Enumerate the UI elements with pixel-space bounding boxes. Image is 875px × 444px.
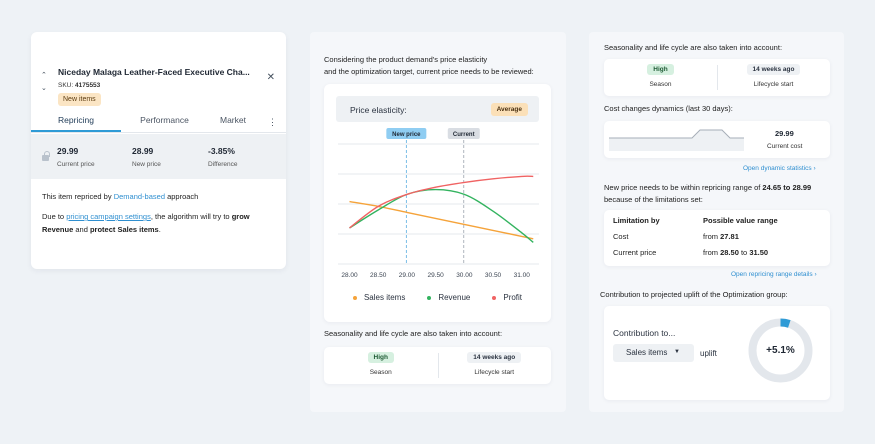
tab-repricing[interactable]: Repricing (31, 115, 121, 132)
series-revenue (349, 188, 534, 243)
series-sales-items (349, 200, 534, 240)
product-title: Niceday Malaga Leather-Faced Executive C… (58, 67, 250, 77)
legend-dot (427, 295, 432, 300)
cost-title: Cost changes dynamics (last 30 days): (604, 104, 733, 113)
elasticity-chart: New price Current 28.00 28.50 29.00 29.50 30.0… (338, 128, 539, 279)
limitations-table: Limitation by Possible value range Cost … (604, 210, 830, 266)
season-card: High Season 14 weeks ago Lifecycle start (604, 59, 830, 96)
season-card: High Season 14 weeks ago Lifecycle start (324, 347, 551, 384)
close-icon[interactable]: ✕ (266, 72, 275, 83)
donut-segment (748, 318, 813, 383)
x-tick-label: 29.50 (427, 272, 444, 279)
new-price: 28.99 New price (132, 146, 161, 168)
product-card: ⌃ ⌄ Niceday Malaga Leather-Faced Executi… (31, 32, 286, 269)
current-price-label-bg (447, 128, 480, 139)
campaign-text: Due to pricing campaign settings, the al… (42, 212, 250, 234)
contribution-title: Contribution to projected uplift of the … (600, 290, 788, 299)
price-summary: 29.99 Current price 28.99 New price -3.8… (31, 134, 286, 179)
product-sku: SKU: 4175553 (58, 82, 101, 89)
value-range-header: Possible value range (703, 216, 778, 225)
current-cost-value: 29.99 (775, 129, 794, 138)
series-profit (349, 175, 534, 229)
elasticity-panel: Considering the product demand's price e… (310, 32, 566, 412)
current-price-label: Current (453, 132, 475, 138)
x-tick-label: 31.00 (514, 272, 531, 279)
legend-label: Profit (503, 293, 523, 302)
lifecycle-badge: 14 weeks ago (467, 352, 522, 363)
product-tabs: Repricing Performance Market ⋮ (31, 115, 286, 133)
tab-market[interactable]: Market (220, 115, 246, 125)
caret-down-icon: ▼ (674, 349, 680, 355)
legend-item: Profit (492, 293, 522, 302)
repricing-range-text: New price needs to be within repricing r… (604, 183, 812, 204)
divider (437, 353, 439, 378)
tab-performance[interactable]: Performance (140, 115, 189, 125)
product-header: ⌃ ⌄ Niceday Malaga Leather-Faced Executi… (31, 32, 286, 110)
contribution-donut (748, 318, 813, 383)
legend-dot (492, 295, 497, 300)
open-repricing-range-link[interactable]: Open repricing range details › (731, 271, 817, 278)
price-difference: -3.85% Difference (208, 146, 238, 168)
limit-cost-range: from 27.81 (703, 232, 739, 241)
chevron-up-icon[interactable]: ⌃ (41, 72, 47, 79)
open-dynamic-statistics-link[interactable]: Open dynamic statistics › (743, 165, 816, 172)
limit-current-price-range: from 28.50 to 31.50 (703, 248, 769, 257)
new-price-label-bg (386, 128, 427, 139)
demand-based-link[interactable]: Demand-based (113, 192, 165, 201)
x-tick-label: 29.00 (399, 272, 416, 279)
x-tick-label: 28.50 (370, 272, 387, 279)
current-price: 29.99 Current price (57, 146, 95, 168)
legend-item: Sales items (352, 293, 406, 302)
elasticity-bar: Price elasticity: Average (336, 96, 539, 122)
new-items-badge: New items (58, 93, 101, 106)
season-title: Seasonality and life cycle are also take… (324, 329, 503, 338)
limit-cost-label: Cost (613, 232, 629, 241)
contribution-card: Contribution to... Sales items ▼ uplift … (604, 306, 830, 400)
cost-card: 29.99 Current cost (604, 121, 830, 158)
details-panel: Seasonality and life cycle are also take… (589, 32, 844, 412)
current-cost-label: Current cost (767, 143, 803, 150)
more-options-icon[interactable]: ⋮ (268, 117, 277, 127)
cost-sparkline (609, 129, 744, 151)
elasticity-badge: Average (490, 103, 528, 116)
repricing-approach-text: This item repriced by Demand-based appro… (42, 192, 199, 201)
limit-current-price-label: Current price (613, 248, 657, 257)
lifecycle-badge: 14 weeks ago (746, 64, 801, 75)
elasticity-chart-card: Price elasticity: Average New price Curre… (324, 84, 551, 322)
contribution-value: +5.1% (766, 345, 795, 356)
divider (717, 65, 718, 90)
x-tick-label: 30.50 (485, 272, 502, 279)
elasticity-intro: Considering the product demand's price e… (324, 55, 534, 76)
legend-item: Revenue (427, 293, 470, 302)
x-tick-label: 28.00 (341, 272, 358, 279)
campaign-settings-link[interactable]: pricing campaign settings (66, 212, 151, 221)
chart-legend: Sales items Revenue Profit (324, 293, 551, 302)
new-price-label: New price (392, 132, 421, 138)
legend-label: Sales items (363, 293, 406, 302)
lock-icon (42, 151, 50, 161)
x-tick-label: 30.00 (456, 272, 473, 279)
chevron-down-icon[interactable]: ⌄ (41, 85, 47, 92)
season-badge: High (647, 64, 674, 75)
season-title: Seasonality and life cycle are also take… (604, 43, 783, 52)
legend-label: Revenue (438, 293, 471, 302)
contribution-metric-select[interactable]: Sales items ▼ (613, 344, 694, 362)
limitation-by-header: Limitation by (613, 216, 660, 225)
season-badge: High (367, 352, 394, 363)
legend-dot (352, 295, 357, 300)
